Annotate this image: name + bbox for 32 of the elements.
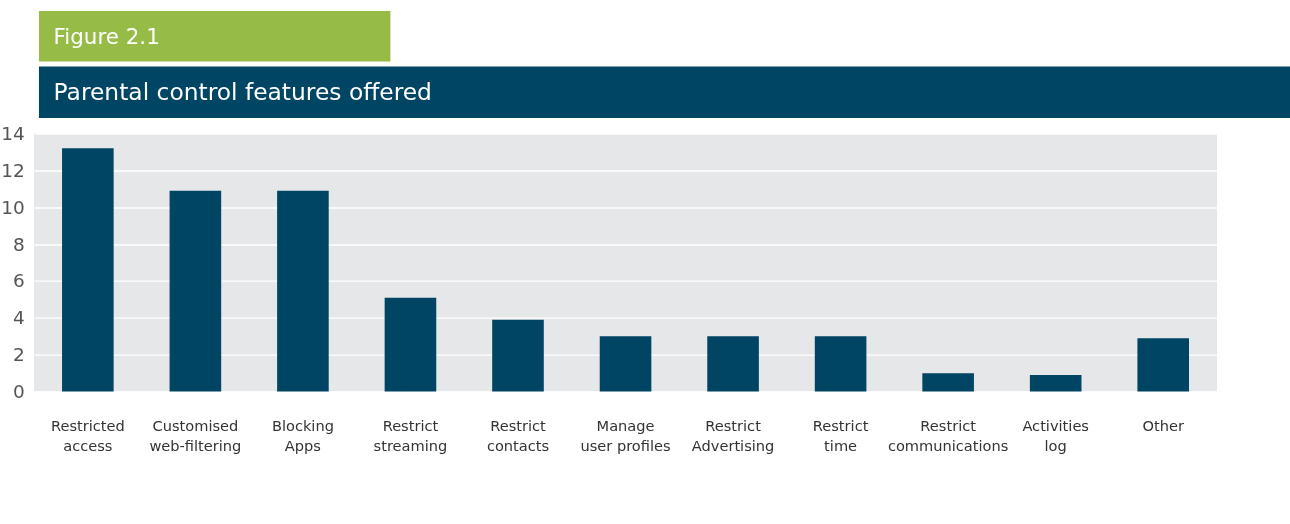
x-tick-label: Restrict time <box>812 417 869 455</box>
x-tick-label: Manage user profiles <box>580 417 671 455</box>
bar <box>492 319 544 392</box>
bar <box>599 336 652 392</box>
caption: Figure 2.1 <box>53 24 160 50</box>
x-tick-label: Other <box>1142 417 1184 435</box>
x-tick-label: Blocking Apps <box>271 417 334 455</box>
bar <box>707 336 759 392</box>
y-tick-label: 12 <box>1 159 25 181</box>
bar <box>277 190 329 392</box>
x-tick-label: Restrict communications <box>887 417 1009 455</box>
bar <box>1029 375 1082 392</box>
x-tick-label: Restrict Advertising <box>691 417 775 455</box>
x-tick-label: Restrict contacts <box>486 417 550 455</box>
y-tick-label: 8 <box>13 233 25 255</box>
bar <box>922 373 974 392</box>
y-tick-label: 14 <box>1 122 25 144</box>
bar <box>62 148 114 392</box>
y-tick-label: 6 <box>13 270 25 292</box>
y-tick-label: 4 <box>13 307 25 329</box>
y-tick-label: 2 <box>13 344 25 366</box>
x-tick-label: Restrict streaming <box>373 417 448 455</box>
x-tick-label: Restricted access <box>50 417 125 455</box>
x-tick-label: Customised web-filtering <box>149 417 242 455</box>
bar <box>169 190 222 392</box>
y-tick-label: 0 <box>13 380 25 402</box>
bar <box>384 297 437 392</box>
x-tick-label: Activities log <box>1022 417 1089 455</box>
bar <box>814 336 867 392</box>
chart-title: Parental control features offered <box>53 77 432 106</box>
bar <box>1137 338 1190 392</box>
y-tick-label: 10 <box>1 196 25 218</box>
